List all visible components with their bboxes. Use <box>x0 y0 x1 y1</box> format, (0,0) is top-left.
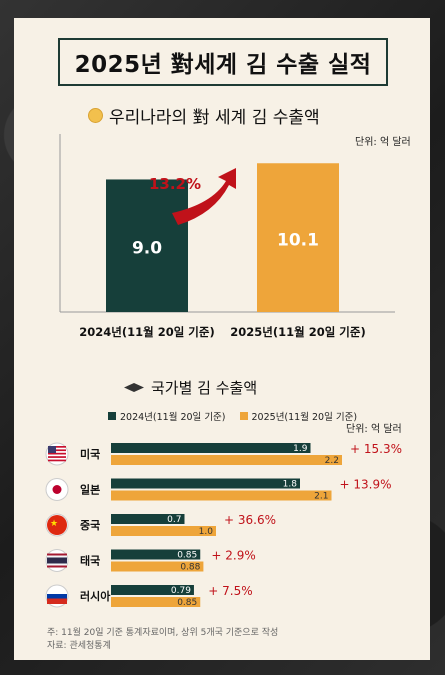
china-flag-field <box>47 515 67 535</box>
us-flag-canton <box>48 446 56 453</box>
legend-label-2024: 2024년(11월 20일 기준) <box>120 412 226 423</box>
bar-value-label: 10.1 <box>277 231 319 251</box>
thailand-flag-blue <box>47 557 67 564</box>
section1-unit: 단위: 억 달러 <box>355 137 411 148</box>
bar-value-2024: 1.8 <box>283 480 298 490</box>
growth-rate-label: + 36.6% <box>224 513 276 527</box>
section1-title: 우리나라의 對 세계 김 수출액 <box>109 108 320 128</box>
country-label: 미국 <box>80 447 100 461</box>
bar-value-2025: 0.88 <box>180 563 200 573</box>
growth-label: 13.2% <box>149 175 201 193</box>
country-label: 일본 <box>80 483 100 497</box>
bar-2024 <box>111 514 185 524</box>
bar-value-label: 9.0 <box>132 239 162 259</box>
us-flag-stripe <box>48 459 66 462</box>
section2-title: 국가별 김 수출액 <box>151 379 258 397</box>
growth-rate-label: + 13.9% <box>340 478 392 492</box>
legend-swatch-2024 <box>108 412 116 420</box>
bar-2025 <box>257 163 339 312</box>
section2-header: 국가별 김 수출액 <box>124 377 257 398</box>
russia-flag-red <box>47 598 67 604</box>
us-flag-stripe <box>48 449 66 452</box>
bar-value-2025: 1.0 <box>199 527 214 537</box>
bar-2024 <box>111 478 300 489</box>
title-box: 2025년 對세계 김 수출 실적 <box>58 38 388 86</box>
legend-label-2025: 2025년(11월 20일 기준) <box>251 412 358 423</box>
bar-2025 <box>111 490 332 501</box>
bar-value-2025: 0.85 <box>177 598 197 608</box>
bar-2025 <box>111 526 216 536</box>
growth-arrow-icon <box>172 168 236 225</box>
us-flag-stripe <box>48 452 66 455</box>
bar-2025 <box>111 561 204 572</box>
bar-value-2024: 0.7 <box>167 515 181 525</box>
section1-header: 우리나라의 對 세계 김 수출액 <box>88 103 320 128</box>
legend-item-2025: 2025년(11월 20일 기준) <box>239 409 358 423</box>
bar-2025 <box>111 597 201 607</box>
infographic-card <box>14 18 430 660</box>
page-title: 2025년 對세계 김 수출 실적 <box>74 52 372 78</box>
bar-value-2025: 2.2 <box>325 456 339 466</box>
bar-2025 <box>111 455 342 465</box>
bar-2024 <box>111 549 201 560</box>
footnote-line1: 주: 11월 20일 기준 통계자료이며, 상위 5개국 기준으로 작성 <box>47 628 279 638</box>
us-flag-stripe <box>48 456 66 458</box>
footnote-source: 자료: 관세청통계 <box>47 641 111 651</box>
growth-rate-label: + 2.9% <box>211 549 255 563</box>
japan-flag-disc <box>52 485 62 494</box>
bar-value-2024: 0.79 <box>171 586 191 596</box>
x-tick-label: 2025년(11월 20일 기준) <box>230 325 365 339</box>
russia-flag-blue <box>47 594 67 599</box>
legend: 2024년(11월 20일 기준) 2025년(11월 20일 기준) <box>108 409 357 423</box>
bar-2024 <box>106 179 188 312</box>
x-tick-label: 2024년(11월 20일 기준) <box>79 325 214 339</box>
legend-item-2024: 2024년(11월 20일 기준) <box>108 409 226 423</box>
china-flag-star: ★ <box>50 519 58 529</box>
diamond-icon <box>124 383 144 392</box>
us-flag-stripe <box>48 446 66 448</box>
country-label: 러시아 <box>80 589 111 603</box>
bar-2024 <box>111 585 194 595</box>
bar-value-2024: 0.85 <box>177 551 197 561</box>
coin-icon <box>88 108 103 123</box>
growth-rate-label: + 15.3% <box>350 442 402 456</box>
bar-2024 <box>111 443 311 453</box>
bar-value-2024: 1.9 <box>293 444 308 454</box>
section2-unit: 단위: 억 달러 <box>346 424 402 435</box>
footnote: 주: 11월 20일 기준 통계자료이며, 상위 5개국 기준으로 작성 자료:… <box>47 627 278 653</box>
bar-value-2025: 2.1 <box>314 492 328 502</box>
country-label: 중국 <box>80 519 100 532</box>
growth-rate-label: + 7.5% <box>208 584 252 598</box>
country-label: 태국 <box>80 554 100 568</box>
legend-swatch-2025 <box>239 412 248 420</box>
